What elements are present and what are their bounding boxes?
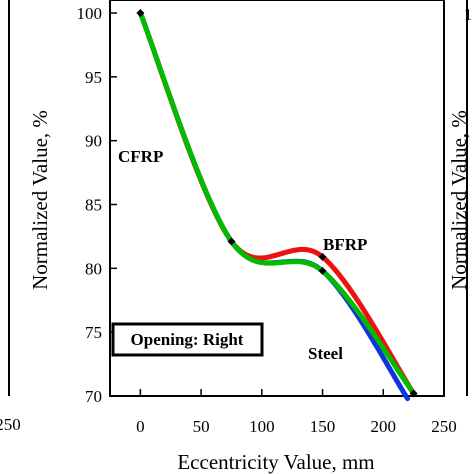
y-tick-label: 90 bbox=[85, 132, 102, 151]
data-marker bbox=[136, 9, 145, 17]
data-marker bbox=[318, 252, 327, 261]
series-line-cfrp bbox=[137, 10, 417, 396]
data-markers bbox=[136, 9, 418, 398]
x-tick-label: 0 bbox=[136, 417, 145, 436]
x-axis-label: Eccentricity Value, mm bbox=[177, 450, 374, 474]
opening-box bbox=[111, 322, 264, 357]
series-lines bbox=[137, 10, 417, 402]
data-marker bbox=[227, 237, 236, 246]
x-tick-label: 50 bbox=[193, 417, 210, 436]
tick-group: 0 50 100 150 200 250 100 95 90 85 80 75 70 bbox=[77, 4, 457, 436]
y-tick-label: 100 bbox=[77, 4, 103, 23]
steel-label: Steel bbox=[308, 344, 343, 363]
opening-box-label: Opening: Right bbox=[131, 330, 244, 349]
y-tick-label: 75 bbox=[85, 323, 102, 342]
x-tick-label: 100 bbox=[249, 417, 275, 436]
y-tick-label: 70 bbox=[85, 387, 102, 406]
y-axis-label: Normalized Value, % bbox=[28, 110, 52, 290]
plot-frame bbox=[109, 0, 445, 397]
bfrp-label: BFRP bbox=[323, 235, 367, 254]
y-tick-label: 80 bbox=[85, 259, 102, 278]
y-tick-label: 95 bbox=[85, 68, 102, 87]
right-panel-y-axis-label: Normalized Value, % bbox=[447, 110, 471, 290]
data-marker bbox=[318, 266, 327, 275]
x-tick-label: 200 bbox=[371, 417, 397, 436]
y-tick-label: 85 bbox=[85, 196, 102, 215]
x-tick-label: 150 bbox=[310, 417, 336, 436]
cfrp-label: CFRP bbox=[118, 147, 163, 166]
right-panel-tick-label: 1 bbox=[464, 5, 473, 24]
data-marker bbox=[409, 389, 418, 398]
left-panel-tick-label: 250 bbox=[0, 415, 21, 434]
x-tick-label: 250 bbox=[431, 417, 457, 436]
